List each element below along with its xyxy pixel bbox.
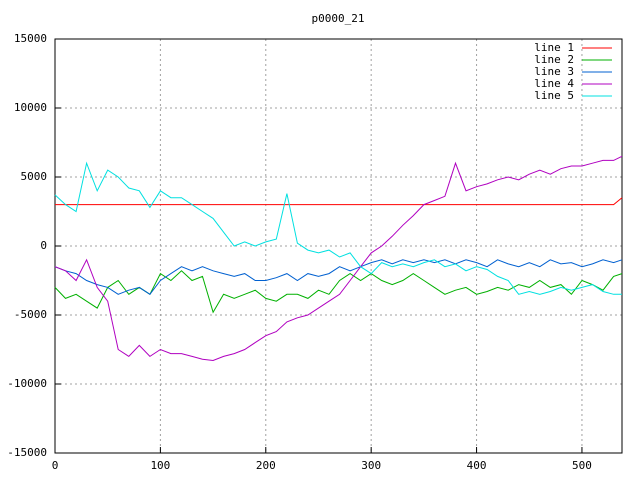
y-tick-label: 5000 — [21, 170, 48, 183]
y-tick-label: -10000 — [7, 377, 47, 390]
chart-title: p0000_21 — [312, 12, 365, 25]
line-series — [54, 161, 622, 295]
legend-label: line 1 — [534, 41, 574, 54]
y-tick-label: -5000 — [14, 308, 47, 321]
x-tick-label: 200 — [256, 459, 276, 472]
x-tick-label: 300 — [361, 459, 381, 472]
x-tick-label: 0 — [52, 459, 59, 472]
y-tick-label: 10000 — [14, 101, 47, 114]
line-series — [55, 197, 623, 206]
y-tick-label: -15000 — [7, 446, 47, 459]
x-tick-label: 500 — [572, 459, 592, 472]
plot-border — [54, 38, 623, 454]
x-tick-label: 100 — [150, 459, 170, 472]
x-tick-label: 400 — [467, 459, 487, 472]
legend-label: line 3 — [534, 65, 574, 78]
legend-label: line 2 — [534, 53, 574, 66]
y-tick-label: 15000 — [14, 32, 47, 45]
y-tick-label: 0 — [40, 239, 47, 252]
line-series — [54, 259, 623, 295]
legend-label: line 5 — [534, 89, 574, 102]
line-series — [54, 155, 623, 362]
legend-label: line 4 — [534, 77, 574, 90]
